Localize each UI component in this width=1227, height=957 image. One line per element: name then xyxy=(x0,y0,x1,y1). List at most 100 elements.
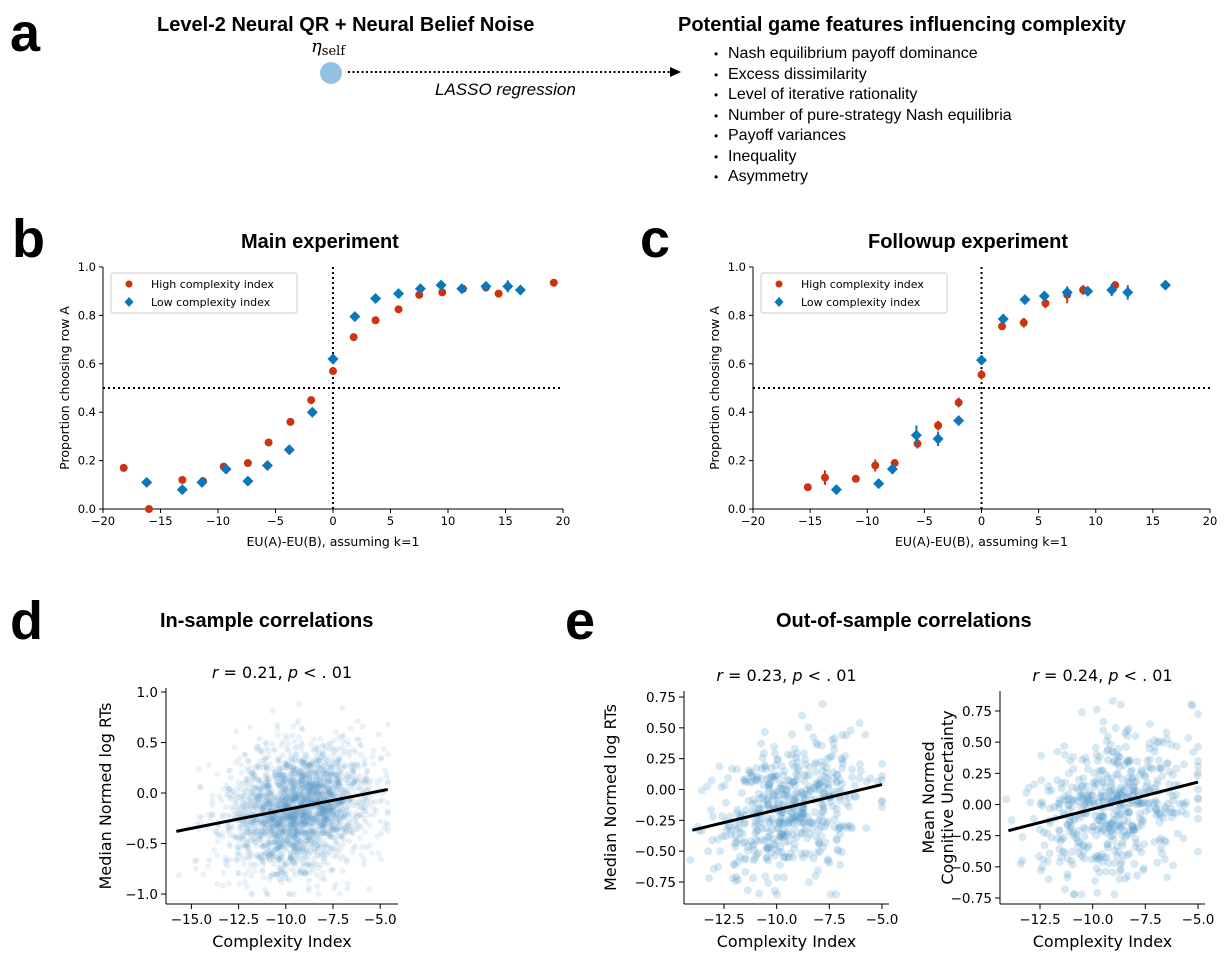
scatter-point xyxy=(815,839,824,848)
scatter-point xyxy=(305,884,312,891)
scatter-point xyxy=(359,723,366,730)
scatter-point xyxy=(315,844,322,851)
scatter-point xyxy=(329,811,336,818)
scatter-point xyxy=(292,780,299,786)
scatter-point xyxy=(812,738,821,747)
scatter-point xyxy=(338,783,345,790)
scatter-point xyxy=(321,771,328,777)
scatter-point xyxy=(281,858,288,864)
scatter-point xyxy=(290,776,297,783)
scatter-point xyxy=(253,804,260,811)
scatter-point xyxy=(771,749,780,758)
scatter-point xyxy=(306,813,313,820)
scatter-point xyxy=(793,757,802,766)
scatter-point xyxy=(273,805,280,812)
scatter-point xyxy=(779,790,788,799)
scatter-point xyxy=(290,785,297,792)
scatter-point xyxy=(320,823,327,830)
scatter-point xyxy=(758,754,767,762)
scatter-point xyxy=(320,820,327,827)
scatter-point xyxy=(296,814,303,821)
scatter-point xyxy=(294,812,301,819)
scatter-point xyxy=(257,789,264,796)
scatter-point xyxy=(321,782,328,789)
scatter-point xyxy=(289,801,296,808)
scatter-point xyxy=(1161,837,1170,846)
scatter-point xyxy=(321,858,328,865)
scatter-point xyxy=(1102,828,1111,837)
scatter-point xyxy=(336,809,343,816)
scatter-point xyxy=(819,781,828,790)
scatter-point xyxy=(278,789,285,796)
scatter-point xyxy=(298,770,304,777)
scatter-point xyxy=(329,745,336,752)
scatter-point xyxy=(299,726,306,733)
data-point-low xyxy=(997,313,1009,325)
scatter-point xyxy=(756,805,765,814)
scatter-point xyxy=(788,730,797,739)
scatter-point xyxy=(236,820,243,827)
scatter-point xyxy=(327,845,334,852)
scatter-point xyxy=(787,815,796,824)
scatter-point xyxy=(233,844,240,851)
scatter-point xyxy=(1065,800,1074,809)
data-point-low xyxy=(910,429,922,441)
data-point-low xyxy=(456,283,468,295)
scatter-point xyxy=(328,787,335,794)
scatter-point xyxy=(248,780,255,787)
scatter-point xyxy=(747,771,756,780)
scatter-point xyxy=(259,807,266,813)
scatter-point xyxy=(313,837,320,844)
scatter-point xyxy=(776,778,785,787)
scatter-point xyxy=(1194,768,1202,777)
scatter-point xyxy=(318,810,325,817)
scatter-point xyxy=(1110,785,1118,794)
scatter-point xyxy=(302,834,309,841)
scatter-point xyxy=(260,803,267,810)
scatter-point xyxy=(763,844,772,853)
scatter-point xyxy=(346,798,352,805)
scatter-point xyxy=(312,779,319,786)
scatter-point xyxy=(324,775,331,781)
scatter-point xyxy=(820,789,829,798)
data-point-low xyxy=(1122,286,1134,298)
scatter-point xyxy=(733,857,742,866)
scatter-point xyxy=(301,829,308,836)
scatter-point xyxy=(269,829,276,836)
scatter-point xyxy=(262,778,269,785)
scatter-point xyxy=(344,799,351,806)
scatter-point xyxy=(287,788,294,795)
scatter-point xyxy=(291,810,298,817)
scatter-point xyxy=(281,826,288,833)
scatter-point xyxy=(312,829,319,836)
scatter-point xyxy=(277,835,284,842)
scatter-point xyxy=(296,700,303,707)
scatter-point xyxy=(249,775,256,782)
scatter-point xyxy=(290,834,297,841)
scatter-point xyxy=(301,811,308,818)
scatter-point xyxy=(263,778,270,785)
scatter-point xyxy=(299,797,306,804)
scatter-point xyxy=(284,788,291,795)
x-tick-label: −10 xyxy=(855,514,879,528)
chart-e-rt: −12.5 −10.0 −7.5 −5.0−0.75−0.50−0.250.000.2… xyxy=(601,666,898,951)
scatter-point xyxy=(773,824,782,833)
scatter-point xyxy=(751,818,760,827)
scatter-point xyxy=(315,769,322,776)
scatter-point xyxy=(1104,859,1113,868)
scatter-point xyxy=(332,748,339,755)
scatter-point xyxy=(287,778,294,785)
scatter-point xyxy=(333,825,340,832)
scatter-point xyxy=(314,819,321,826)
scatter-point xyxy=(307,844,314,851)
scatter-point xyxy=(324,815,331,822)
scatter-point xyxy=(337,825,344,832)
scatter-point xyxy=(334,852,341,859)
scatter-point xyxy=(1107,819,1116,828)
scatter-point xyxy=(873,777,882,786)
scatter-point xyxy=(350,802,357,809)
scatter-point xyxy=(317,770,324,777)
scatter-point xyxy=(262,825,269,831)
scatter-point xyxy=(1164,799,1173,808)
scatter-point xyxy=(305,812,312,818)
